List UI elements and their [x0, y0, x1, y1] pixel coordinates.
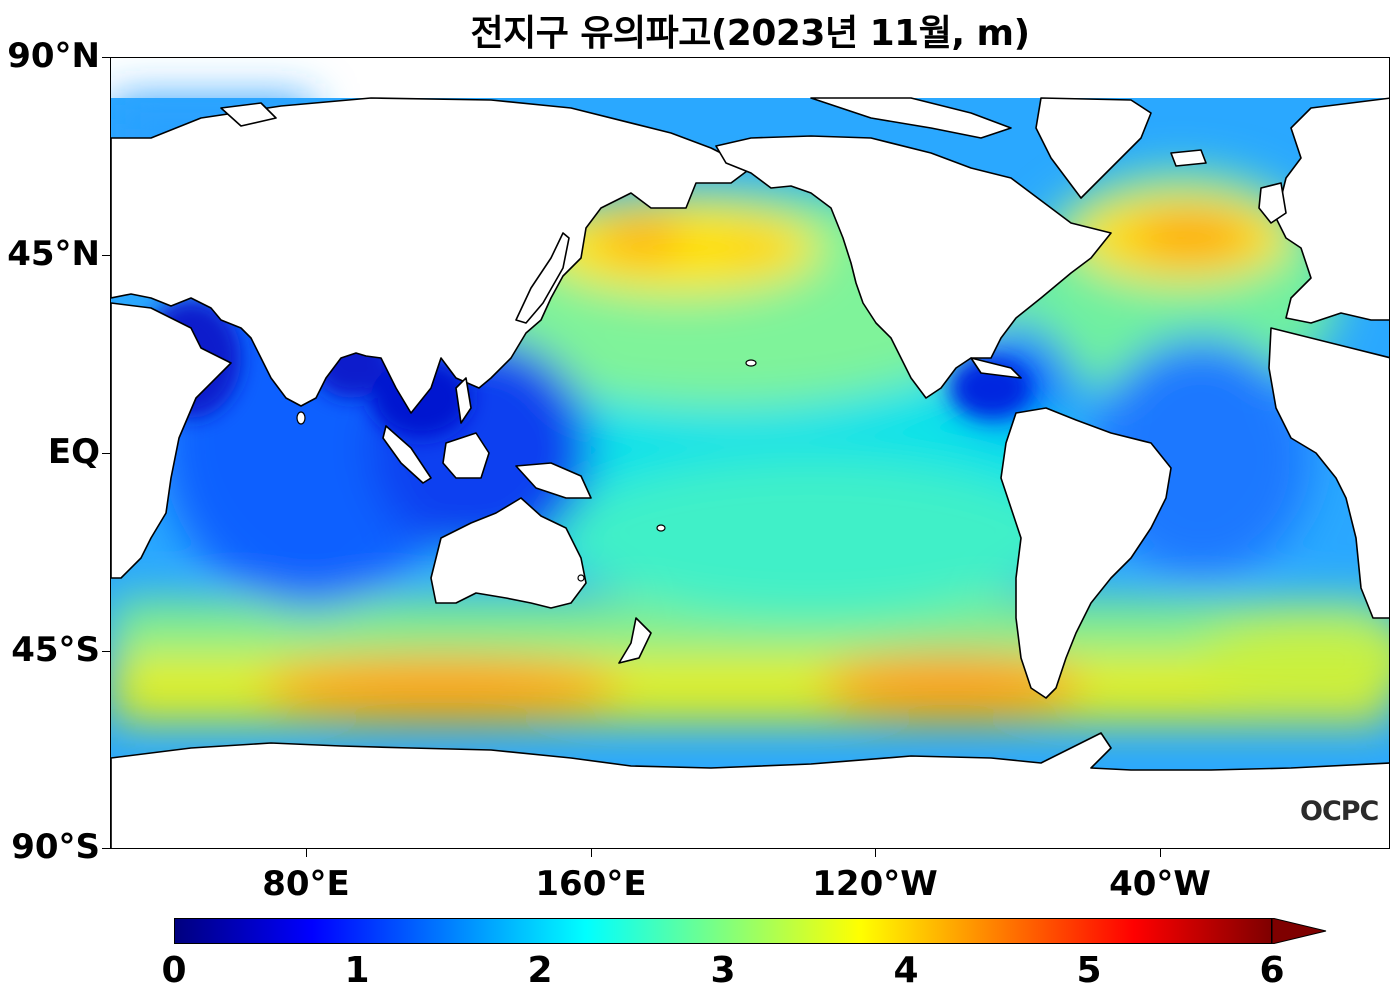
y-label-90s: 90°S: [11, 827, 100, 867]
land-masses: [111, 97, 1389, 848]
antarctica: [111, 732, 1389, 848]
africa: [111, 302, 232, 579]
new-zealand: [618, 617, 652, 664]
philippines: [455, 377, 472, 424]
japan: [515, 232, 570, 324]
colorbar-label-3: 3: [710, 950, 736, 991]
greenland: [1035, 97, 1152, 199]
x-tick-120w: [875, 849, 876, 857]
arctic-islands: [810, 97, 1012, 139]
y-label-45n: 45°N: [7, 234, 100, 274]
x-label-80e: 80°E: [262, 864, 350, 904]
map-title: 전지구 유의파고(2023년 11월, m): [470, 13, 1030, 54]
y-tick-90n: [102, 57, 110, 58]
x-tick-40w: [1160, 849, 1161, 857]
y-tick-90s: [102, 848, 110, 849]
y-tick-45s: [102, 651, 110, 652]
colorbar-extend-arrow: [1272, 918, 1327, 944]
europe-west: [1275, 97, 1389, 324]
x-tick-80e: [306, 849, 307, 857]
uk: [1258, 182, 1287, 224]
colorbar-label-1: 1: [344, 950, 370, 991]
colorbar-label-6: 6: [1259, 950, 1285, 991]
y-label-eq: EQ: [47, 432, 100, 472]
colorbar: [174, 918, 1272, 944]
colorbar-label-5: 5: [1076, 950, 1102, 991]
sumatra: [382, 425, 432, 484]
x-label-40w: 40°W: [1109, 864, 1211, 904]
north-america: [715, 135, 1112, 399]
borneo: [442, 432, 490, 479]
australia: [430, 497, 587, 609]
y-tick-eq: [102, 453, 110, 454]
iceland: [1170, 149, 1207, 167]
y-tick-45n: [102, 255, 110, 256]
colorbar-label-2: 2: [527, 950, 553, 991]
svalbard: [220, 102, 277, 127]
ocpc-logo: OCPC: [1300, 796, 1379, 827]
map-svg: [111, 97, 1389, 848]
new-guinea: [515, 462, 592, 499]
x-label-160e: 160°E: [535, 864, 647, 904]
colorbar-label-4: 4: [893, 950, 919, 991]
y-label-90n: 90°N: [7, 36, 100, 76]
cuba: [970, 357, 1022, 379]
x-label-120w: 120°W: [812, 864, 938, 904]
colorbar-label-0: 0: [161, 950, 187, 991]
small-islands: [296, 359, 757, 582]
wave-height-map: [110, 57, 1390, 849]
y-label-45s: 45°S: [11, 630, 100, 670]
x-tick-160e: [591, 849, 592, 857]
africa-east-part: [1268, 327, 1389, 619]
south-america: [1000, 407, 1172, 699]
